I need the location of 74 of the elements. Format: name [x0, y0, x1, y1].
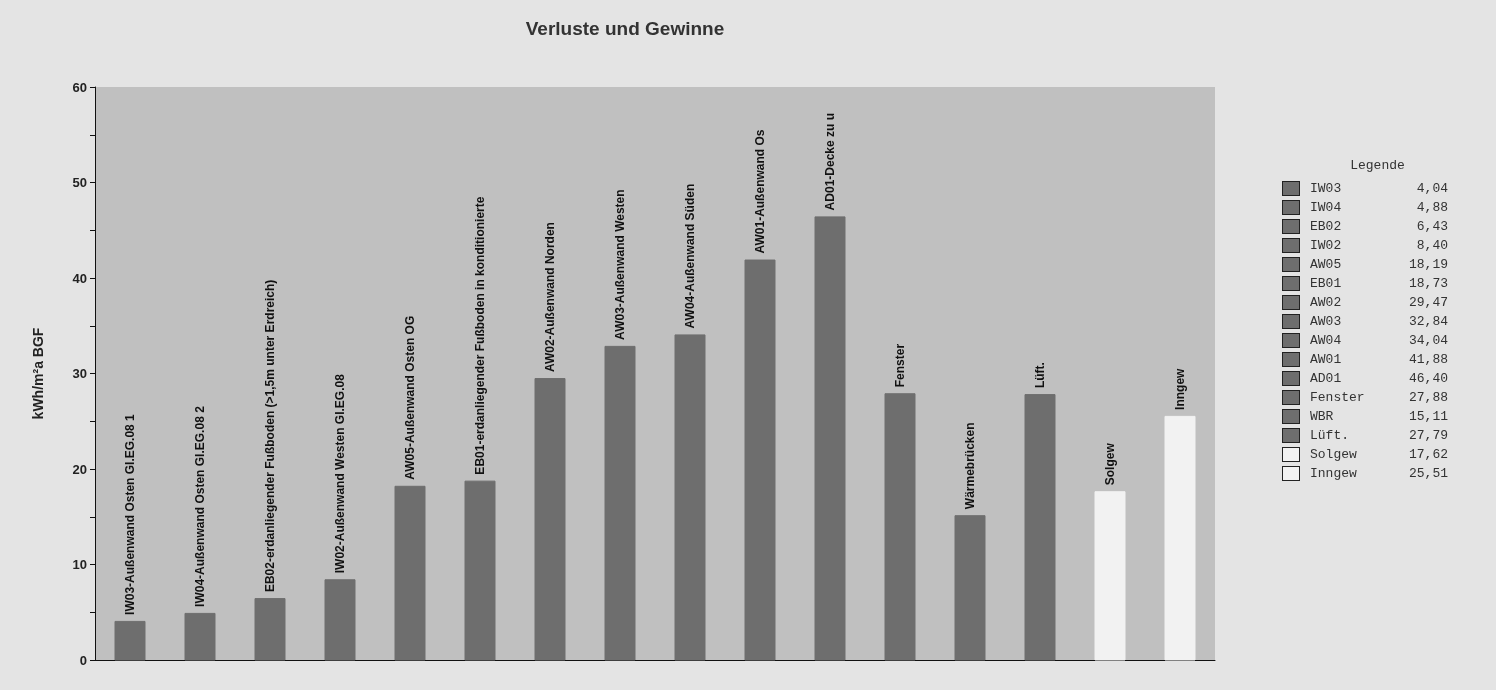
bar	[1024, 394, 1056, 661]
data-label: 4,88	[1415, 200, 1448, 215]
chart-title: Verluste und Gewinne	[525, 18, 725, 39]
category-label: Solgew	[1310, 447, 1358, 462]
category-label: AW01-Außenwand Os	[753, 129, 767, 254]
category-label: EB02-erdanliegender Fußboden (>1,5m unter Erdreich)	[263, 279, 277, 593]
category-label: IW04	[1310, 200, 1343, 215]
category-label: AW04-Außenwand Süden	[683, 183, 697, 329]
data-label: 27,79	[1408, 428, 1448, 443]
category-label: WBR	[1310, 409, 1335, 424]
y-tick-label: 60	[72, 79, 87, 95]
bar	[954, 515, 986, 661]
bar	[1094, 491, 1126, 661]
category-label: AW04	[1310, 333, 1343, 348]
category-label: Lüft.	[1033, 362, 1047, 389]
y-tick-label: 20	[72, 461, 87, 477]
data-label: 17,62	[1408, 447, 1448, 462]
bar	[814, 216, 846, 661]
bar	[254, 598, 286, 661]
category-label: IW02	[1310, 238, 1343, 253]
bar	[604, 345, 636, 661]
text: Legende	[1349, 158, 1406, 173]
category-label: EB02	[1310, 219, 1343, 234]
category-label: AW03-Außenwand Westen	[613, 189, 627, 340]
category-label: IW04-Außenwand Osten GI.EG.08 2	[193, 406, 207, 607]
category-label: AW05	[1310, 257, 1343, 272]
bar	[744, 259, 776, 661]
y-tick-label: 10	[72, 557, 87, 572]
data-label: 46,40	[1408, 371, 1448, 386]
data-label: 8,40	[1415, 238, 1448, 253]
category-label: Inngew	[1173, 368, 1187, 410]
data-label: 25,51	[1408, 466, 1448, 481]
category-label: AW02-Außenwand Norden	[543, 222, 557, 373]
y-tick-label: 0	[79, 652, 87, 668]
data-label: 18,19	[1408, 257, 1448, 272]
category-label: EB01	[1310, 276, 1343, 291]
category-label: AW01	[1310, 352, 1343, 367]
category-label: Lüft.	[1310, 428, 1350, 443]
bar	[464, 480, 496, 661]
data-label: 15,11	[1408, 409, 1448, 424]
data-label: 29,47	[1408, 295, 1448, 310]
category-label: IW02-Außenwand Westen GI.EG.08	[333, 374, 347, 574]
category-label: Wärmebrücken	[963, 422, 977, 510]
y-tick-label: 30	[72, 366, 87, 381]
bar	[1164, 415, 1196, 661]
bar	[884, 393, 916, 661]
data-label: 41,88	[1408, 352, 1448, 367]
category-label: AD01-Decke zu u	[823, 113, 837, 211]
data-label: 34,04	[1408, 333, 1448, 348]
data-label: 18,73	[1408, 276, 1448, 291]
y-tick-label: 40	[72, 270, 87, 286]
category-label: AW05-Außenwand Osten OG	[403, 315, 417, 480]
category-label: Solgew	[1103, 443, 1117, 486]
y-tick-label: 50	[72, 175, 87, 190]
bar	[184, 612, 216, 661]
data-label: 32,84	[1408, 314, 1448, 329]
category-label: AW03	[1310, 314, 1343, 329]
bar	[674, 334, 706, 661]
category-label: EB01-erdanliegender Fußboden in konditionierte	[473, 196, 487, 475]
category-label: AW02	[1310, 295, 1343, 310]
data-label: 27,88	[1408, 390, 1448, 405]
bar	[394, 485, 426, 661]
data-label: 6,43	[1415, 219, 1448, 234]
category-label: IW03-Außenwand Osten GI.EG.08 1	[123, 414, 137, 615]
bar	[324, 579, 356, 661]
data-label: 4,04	[1415, 181, 1448, 196]
category-label: Inngew	[1310, 466, 1358, 481]
y-axis-title: kWh/m²a BGF	[30, 327, 46, 420]
bar	[114, 620, 146, 661]
category-label: AD01	[1310, 371, 1343, 386]
category-label: Fenster	[893, 343, 907, 388]
category-label: IW03	[1310, 181, 1343, 196]
bar	[534, 378, 566, 661]
category-label: Fenster	[1310, 390, 1366, 405]
